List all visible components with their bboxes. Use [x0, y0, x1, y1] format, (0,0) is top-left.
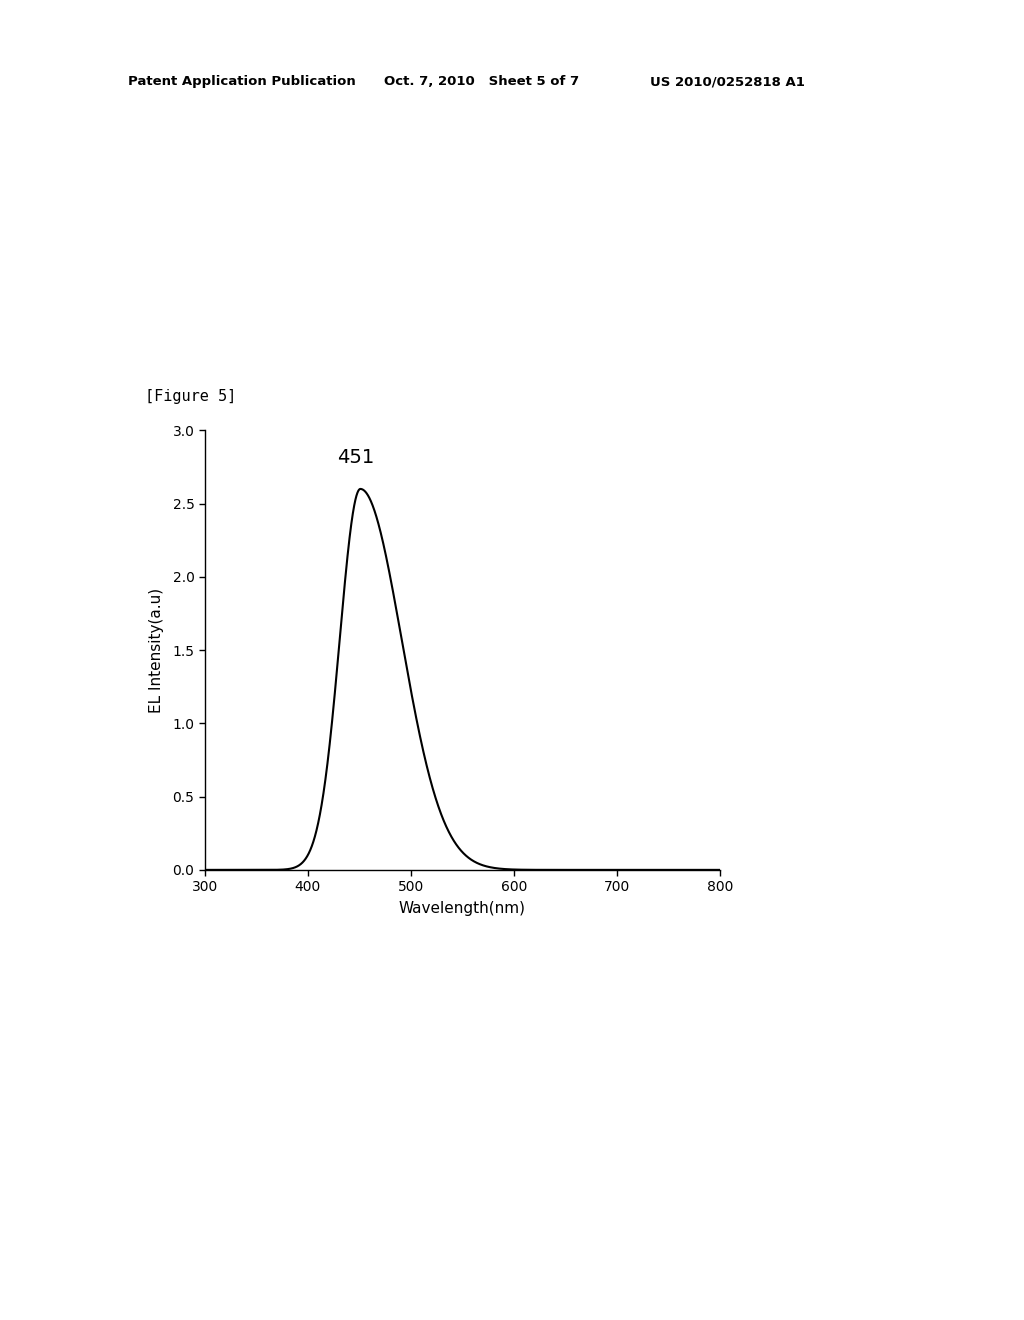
Text: Patent Application Publication: Patent Application Publication	[128, 75, 355, 88]
Text: Oct. 7, 2010   Sheet 5 of 7: Oct. 7, 2010 Sheet 5 of 7	[384, 75, 580, 88]
X-axis label: Wavelength(nm): Wavelength(nm)	[398, 902, 526, 916]
Text: [Figure 5]: [Figure 5]	[145, 389, 237, 404]
Text: 451: 451	[337, 447, 374, 467]
Text: US 2010/0252818 A1: US 2010/0252818 A1	[650, 75, 805, 88]
Y-axis label: EL Intensity(a.u): EL Intensity(a.u)	[150, 587, 164, 713]
